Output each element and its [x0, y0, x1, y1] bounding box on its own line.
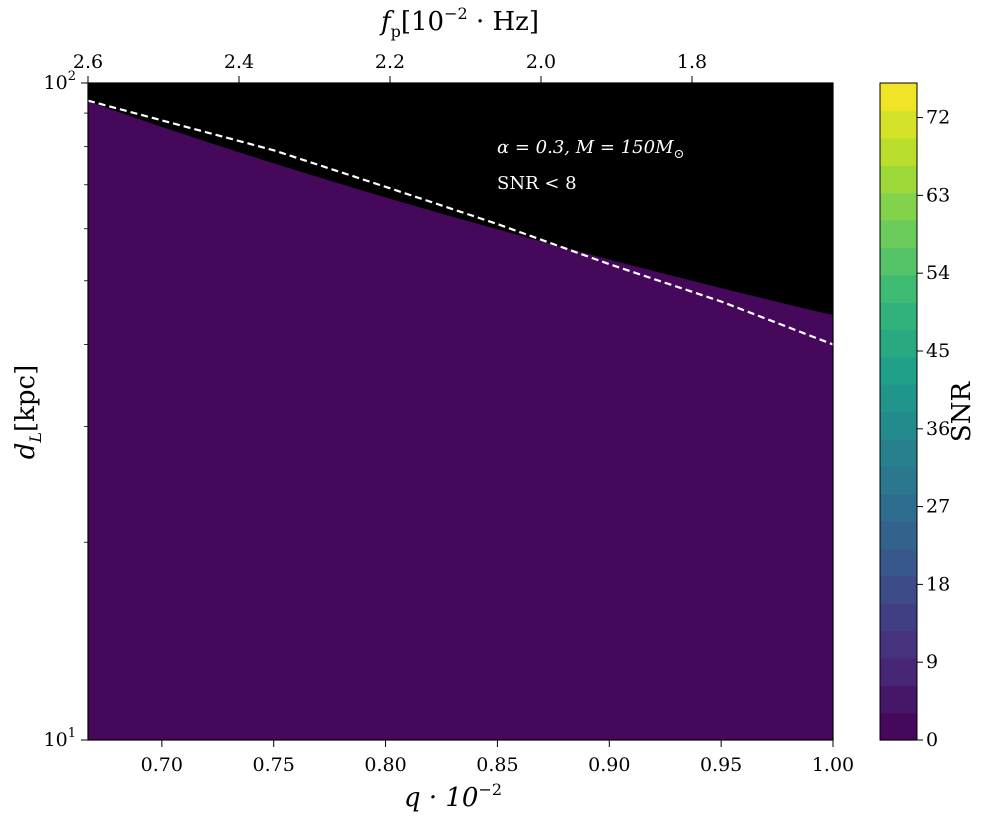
x-tick-label: 0.80	[364, 754, 406, 776]
colorbar-level	[880, 685, 917, 714]
top-axis-title-unit-exp: −2	[444, 4, 468, 23]
colorbar-level	[880, 630, 917, 659]
colorbar-level	[880, 466, 917, 495]
top-axis-title-sub: p	[391, 22, 401, 41]
x-tick-label: 0.70	[141, 754, 183, 776]
y-tick-exp: 2	[68, 69, 76, 84]
colorbar-level	[880, 356, 917, 385]
y-tick-base: 10	[44, 72, 68, 94]
y-tick-label: 101	[44, 726, 76, 751]
y-tick-label: 102	[44, 69, 76, 94]
parameter-annotation: α = 0.3, M = 150M⊙	[497, 137, 684, 162]
top-x-tick-label: 2.4	[224, 51, 254, 73]
y-axis-title: dL[kpc]	[11, 365, 45, 460]
colorbar-frame	[879, 82, 918, 741]
parameter-annotation-text: α = 0.3, M = 150M	[497, 137, 674, 158]
colorbar-level	[880, 302, 917, 330]
y-tick-exp: 1	[68, 726, 76, 741]
x-axis-title: q · 10−2	[404, 780, 502, 813]
colorbar-level	[880, 411, 917, 440]
x-tick-label: 0.90	[588, 754, 630, 776]
colorbar-tick-label: 27	[926, 496, 950, 518]
colorbar-level	[880, 603, 917, 632]
colorbar-tick-label: 45	[926, 340, 950, 362]
colorbar-level	[880, 329, 917, 358]
colorbar-tick-label: 0	[926, 729, 938, 751]
colorbar-level	[880, 219, 917, 248]
colorbar-level	[880, 192, 917, 221]
top-x-tick-label: 1.8	[677, 51, 707, 73]
top-x-tick-label: 2.2	[375, 51, 405, 73]
colorbar-tick-label: 54	[926, 262, 950, 284]
masked-low-snr-region	[88, 83, 833, 316]
x-tick-label: 0.95	[700, 754, 742, 776]
threshold-annotation: SNR < 8	[497, 173, 577, 194]
colorbar-level	[880, 165, 917, 194]
colorbar-tick-label: 72	[926, 107, 950, 129]
y-tick-base: 10	[44, 729, 68, 751]
colorbar-level	[880, 657, 917, 686]
x-tick-label: 0.75	[253, 754, 295, 776]
colorbar-tick-label: 9	[926, 651, 938, 673]
colorbar-level	[880, 575, 917, 604]
colorbar-level	[880, 137, 917, 166]
colorbar-level	[880, 384, 917, 413]
contour-plot-area	[88, 83, 833, 740]
colorbar-tick-label: 36	[926, 418, 950, 440]
colorbar-tick-label: 63	[926, 184, 950, 206]
colorbar-level	[880, 712, 917, 741]
top-x-tick-label: 2.6	[73, 51, 103, 73]
top-axis-title-unit-pre: [10	[401, 7, 444, 37]
snr-threshold-line	[88, 99, 833, 346]
parameter-annotation-sub: ⊙	[674, 147, 685, 162]
colorbar: 0 9 18 27 36 45 54 63 72	[879, 82, 950, 751]
x-axis-title-exp: −2	[478, 780, 502, 799]
y-axis-title-sub: L	[26, 432, 45, 444]
colorbar-level	[880, 110, 917, 139]
colorbar-level	[880, 493, 917, 522]
colorbar-level	[880, 83, 917, 111]
y-axis-title-unit: [kpc]	[11, 365, 41, 432]
top-x-tick-label: 2.0	[526, 51, 556, 73]
x-axis-title-main: q · 10	[404, 783, 479, 813]
colorbar-level	[880, 438, 917, 467]
colorbar-tick-label: 18	[926, 573, 950, 595]
top-axis-title-unit-post: · Hz]	[468, 7, 539, 37]
colorbar-title: SNR	[947, 381, 977, 443]
colorbar-level	[880, 274, 917, 303]
colorbar-level	[880, 521, 917, 549]
top-x-axis: 2.6 2.4 2.2 2.0 1.8	[73, 51, 707, 83]
colorbar-level	[880, 548, 917, 577]
y-axis-title-symbol: d	[11, 443, 41, 460]
plot-frame	[87, 82, 834, 741]
bottom-x-axis: 0.70 0.75 0.80 0.85 0.90 0.95 1.00	[141, 740, 854, 776]
colorbar-level	[880, 247, 917, 276]
x-tick-label: 1.00	[812, 754, 854, 776]
x-tick-label: 0.85	[476, 754, 518, 776]
top-axis-title: fp[10−2 · Hz]	[379, 4, 539, 41]
